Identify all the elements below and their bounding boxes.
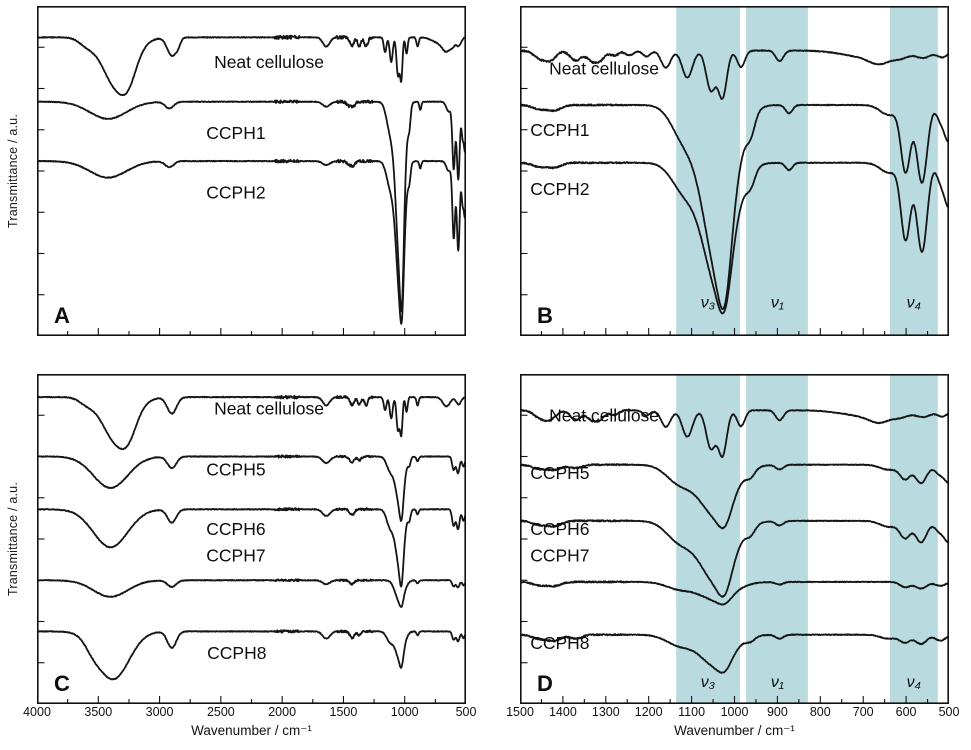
x-tick-label: 1000 xyxy=(720,705,749,719)
x-tick-label: 1400 xyxy=(548,705,577,719)
panel-border xyxy=(520,374,949,704)
trace-neat-cellulose xyxy=(520,49,949,100)
trace-label-neat-cellulose: Neat cellulose xyxy=(549,59,659,79)
x-tick-label: 1100 xyxy=(678,705,706,719)
x-tick-label: 1000 xyxy=(390,705,419,719)
trace-label-neat-cellulose: Neat cellulose xyxy=(214,399,324,419)
trace-label-ccph1: CCPH1 xyxy=(206,123,265,143)
panel-letter-C: C xyxy=(54,671,70,696)
highlight-band-ν₄ xyxy=(889,7,938,335)
panel-border xyxy=(37,6,466,336)
panel-C-plot: Neat cellulose CCPH5 CCPH6 CCPH7 CCPH8 C xyxy=(37,374,466,704)
trace-label-ccph8: CCPH8 xyxy=(207,643,266,663)
x-tick-label: 500 xyxy=(938,705,960,719)
trace-label-ccph2: CCPH2 xyxy=(206,182,265,202)
x-tick-label: 4000 xyxy=(23,705,51,719)
band-label: ν₃ xyxy=(701,674,715,691)
trace-neat-cellulose xyxy=(37,34,466,97)
axis-ticks xyxy=(520,414,949,703)
x-tick-label: 1500 xyxy=(506,705,534,719)
trace-ccph5 xyxy=(520,463,949,530)
trace-label-ccph7: CCPH7 xyxy=(530,546,589,566)
trace-ccph6 xyxy=(37,507,466,588)
trace-ccph2 xyxy=(520,161,949,315)
trace-label-ccph5: CCPH5 xyxy=(206,460,265,480)
trace-label-ccph1: CCPH1 xyxy=(530,120,589,140)
x-axis-title-panel-c: Wavenumber / cm⁻¹ xyxy=(191,723,312,738)
trace-ccph1 xyxy=(520,103,949,311)
highlight-band-ν₄ xyxy=(889,375,938,703)
x-tick-label: 3500 xyxy=(84,705,113,719)
panel-A-plot: Neat cellulose CCPH1 CCPH2 A xyxy=(37,6,466,336)
trace-label-neat-cellulose: Neat cellulose xyxy=(549,405,659,425)
x-tick-label: 1500 xyxy=(329,705,358,719)
band-label: ν₃ xyxy=(701,295,715,312)
trace-label-ccph7: CCPH7 xyxy=(206,546,265,566)
band-label: ν₁ xyxy=(771,674,784,691)
panel-letter-B: B xyxy=(537,303,553,328)
x-tick-label: 700 xyxy=(852,705,874,719)
trace-label-neat-cellulose: Neat cellulose xyxy=(214,52,324,72)
trace-label-ccph2: CCPH2 xyxy=(530,179,589,199)
x-tick-label: 2500 xyxy=(206,705,235,719)
trace-label-ccph8: CCPH8 xyxy=(530,633,589,653)
panel-letter-A: A xyxy=(54,303,70,328)
x-axis-title-panel-d: Wavenumber / cm⁻¹ xyxy=(674,723,795,738)
panel-border xyxy=(520,6,949,336)
trace-ccph1 xyxy=(37,99,466,313)
x-tick-label: 3000 xyxy=(145,705,174,719)
axis-ticks xyxy=(520,46,949,335)
highlight-band-ν₃ xyxy=(676,375,741,703)
trace-ccph8 xyxy=(520,633,949,674)
highlight-band-ν₁ xyxy=(746,7,808,335)
x-tick-label: 500 xyxy=(455,705,477,719)
highlight-band-ν₃ xyxy=(676,7,741,335)
trace-ccph7 xyxy=(37,578,466,608)
trace-label-ccph6: CCPH6 xyxy=(206,519,265,539)
x-tick-label: 800 xyxy=(809,705,831,719)
trace-ccph7 xyxy=(520,580,949,606)
x-tick-label: 1200 xyxy=(634,705,663,719)
axis-ticks xyxy=(37,46,466,335)
trace-neat-cellulose xyxy=(37,394,466,451)
band-label: ν₄ xyxy=(907,674,921,691)
trace-neat-cellulose xyxy=(520,408,949,458)
trace-ccph2 xyxy=(37,158,466,325)
trace-label-ccph5: CCPH5 xyxy=(530,463,589,483)
x-tick-label: 600 xyxy=(895,705,917,719)
panel-border xyxy=(37,374,466,704)
x-tick-label: 900 xyxy=(766,705,788,719)
panel-letter-D: D xyxy=(537,671,553,696)
x-tick-label: 1300 xyxy=(591,705,620,719)
trace-ccph6 xyxy=(520,519,949,598)
band-label: ν₄ xyxy=(907,295,921,312)
trace-ccph5 xyxy=(37,454,466,522)
trace-label-ccph6: CCPH6 xyxy=(530,519,589,539)
panel-D-plot: Neat cellulose CCPH5 CCPH6 CCPH7 CCPH8 ν₃ ν₁ ν₄… xyxy=(520,374,949,704)
trace-ccph8 xyxy=(37,629,466,681)
x-tick-label: 2000 xyxy=(268,705,297,719)
highlight-band-ν₁ xyxy=(746,375,808,703)
band-label: ν₁ xyxy=(771,295,784,312)
panel-B-plot: Neat cellulose CCPH1 CCPH2 ν₃ ν₁ ν₄ B xyxy=(520,6,949,336)
axis-ticks xyxy=(37,414,466,703)
